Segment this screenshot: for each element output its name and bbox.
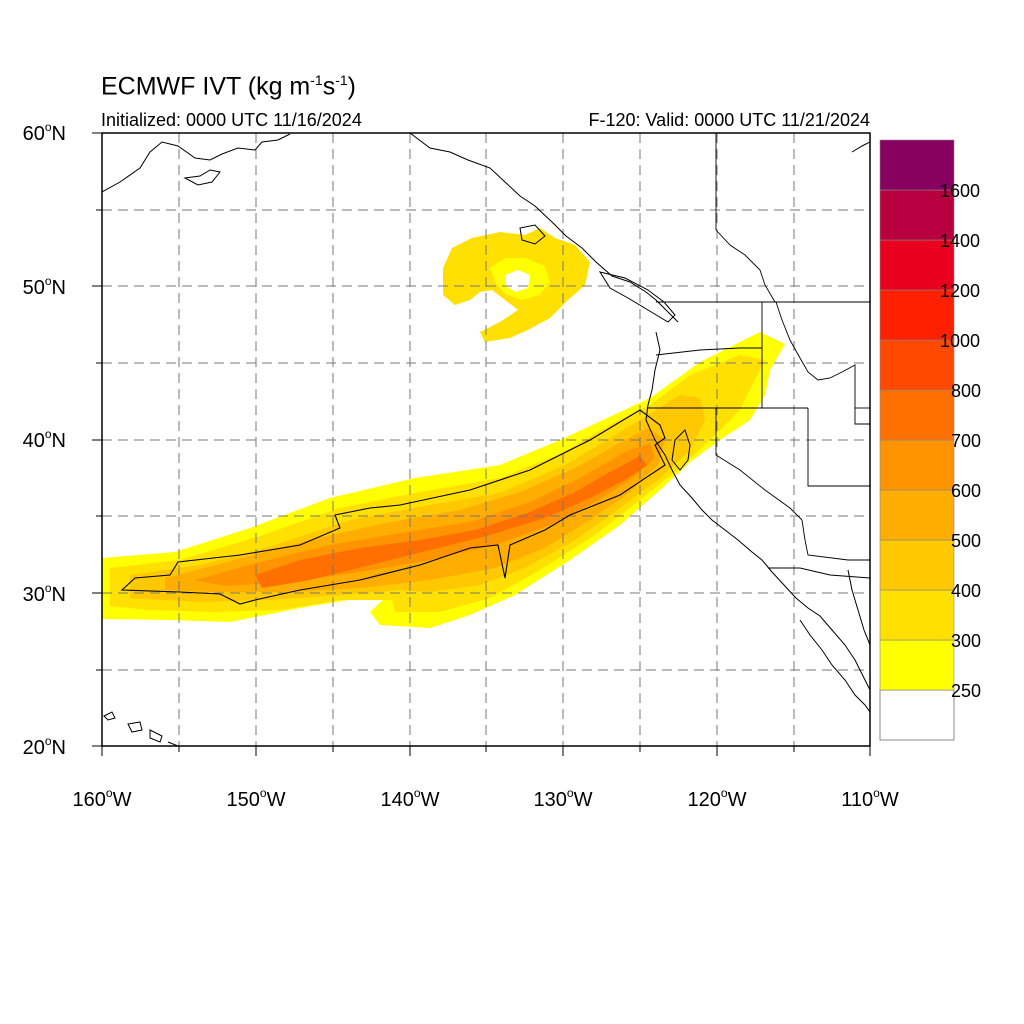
east-alaska-coast <box>851 141 870 153</box>
initialized-time: Initialized: 0000 UTC 11/16/2024 <box>101 110 362 130</box>
hawaii-3 <box>149 729 163 743</box>
valid-time: F-120: Valid: 0000 UTC 11/21/2024 <box>588 110 870 130</box>
or-wa-border <box>655 347 762 356</box>
lon-labels: 160oW 150oW 140oW 130oW 120oW 110oW <box>73 786 899 811</box>
ivt-700-band <box>195 443 655 586</box>
se-alaska-coast <box>409 133 679 323</box>
cb-label-600: 600 <box>951 481 981 501</box>
cb-box-11 <box>879 139 955 191</box>
ivt-800-band <box>255 456 647 588</box>
cb-box-9 <box>879 239 955 291</box>
ca-nv-border <box>715 408 803 521</box>
map-title: ECMWF IVT (kg m-1s-1) <box>101 72 356 101</box>
ivt-contour-line <box>120 409 666 605</box>
cb-label-250: 250 <box>951 681 981 701</box>
vancouver-island <box>598 271 676 323</box>
islands-bc <box>519 224 546 245</box>
id-mt-border <box>775 301 870 425</box>
ivt-600-band <box>165 428 665 592</box>
bc-alberta-border <box>715 229 776 303</box>
lat-label-60: 60oN <box>23 120 66 145</box>
nv-ut-border <box>807 408 870 487</box>
cb-box-2 <box>879 589 955 641</box>
cb-label-700: 700 <box>951 431 981 451</box>
cb-box-4 <box>879 489 955 541</box>
hawaii-2 <box>127 721 143 733</box>
lon-label-130: 130oW <box>534 786 593 811</box>
cb-box-3 <box>879 539 955 591</box>
cb-label-1400: 1400 <box>940 231 980 251</box>
lon-label-140: 140oW <box>381 786 440 811</box>
cb-label-800: 800 <box>951 381 981 401</box>
cb-label-300: 300 <box>951 631 981 651</box>
baja-peninsula <box>799 619 870 713</box>
mexico-border <box>768 567 870 579</box>
lon-label-160: 160oW <box>73 786 132 811</box>
gulf-ca-coast <box>847 569 870 646</box>
frame-ticks <box>92 132 871 756</box>
colorbar: 250 300 400 500 600 700 800 1000 1200 14… <box>879 139 981 741</box>
cb-box-7 <box>879 339 955 391</box>
political-borders <box>647 133 870 579</box>
graticule <box>102 133 870 746</box>
ivt-shading <box>102 228 785 628</box>
lon-label-110: 110oW <box>841 786 899 811</box>
us-west-coast <box>645 331 870 691</box>
lon-label-120: 120oW <box>688 786 747 811</box>
lat-label-40: 40oN <box>23 427 66 452</box>
alaska-coast <box>102 133 291 193</box>
cb-box-0 <box>879 689 955 741</box>
cb-box-1 <box>879 639 955 691</box>
cb-label-1000: 1000 <box>940 331 980 351</box>
cb-label-1600: 1600 <box>940 181 980 201</box>
cb-box-8 <box>879 289 955 341</box>
lat-label-20: 20oN <box>23 734 66 759</box>
cb-box-10 <box>879 189 955 241</box>
cb-label-500: 500 <box>951 531 981 551</box>
coastlines <box>102 133 870 746</box>
cb-box-6 <box>879 389 955 441</box>
cb-label-1200: 1200 <box>940 281 980 301</box>
lon-label-150: 150oW <box>227 786 286 811</box>
lat-label-30: 30oN <box>23 581 66 606</box>
lat-label-50: 50oN <box>23 274 66 299</box>
hawaii-1 <box>103 711 116 721</box>
cb-box-5 <box>879 439 955 491</box>
sf-bay <box>671 429 691 471</box>
lat-labels: 60oN 50oN 40oN 30oN 20oN <box>23 120 66 759</box>
alaska-islands <box>183 169 221 186</box>
cb-label-400: 400 <box>951 581 981 601</box>
az-border <box>801 519 870 561</box>
